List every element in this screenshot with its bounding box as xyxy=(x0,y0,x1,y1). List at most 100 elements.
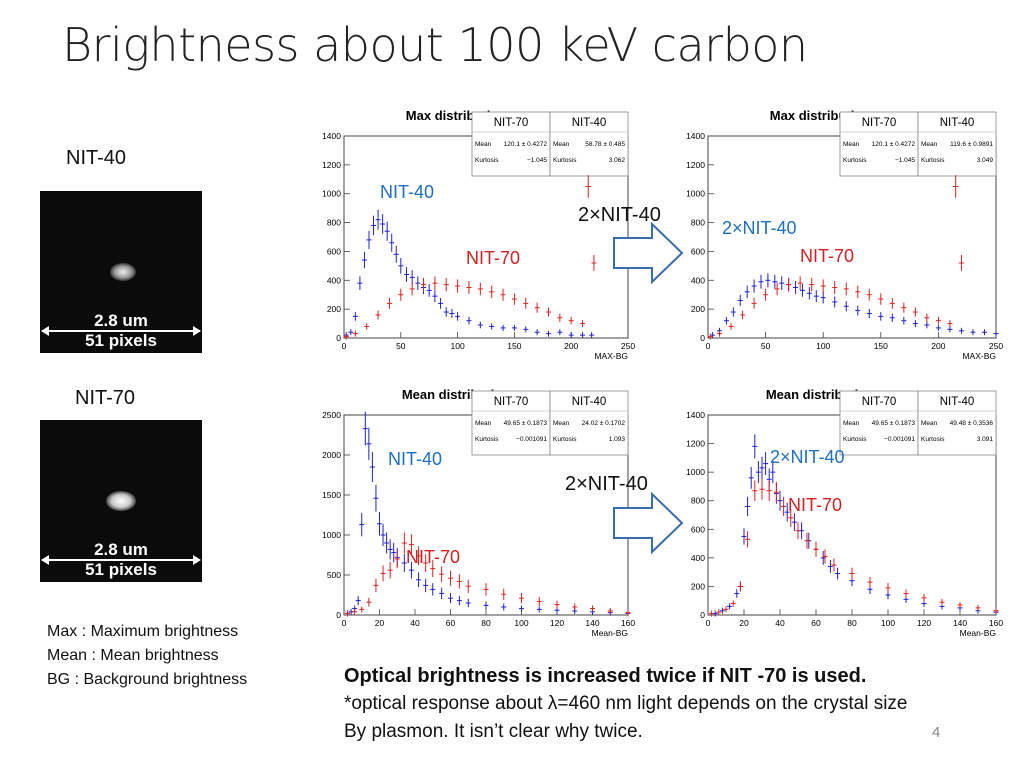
data-point xyxy=(387,539,393,560)
data-point xyxy=(536,606,542,613)
data-point xyxy=(822,549,828,564)
stats-kurtosis-value: 1.093 xyxy=(609,436,626,443)
data-point xyxy=(975,604,981,611)
conclusion-note-2: By plasmon. It isn’t clear why twice. xyxy=(344,721,643,742)
data-point xyxy=(993,607,999,614)
data-point xyxy=(361,251,367,269)
data-point xyxy=(398,258,404,274)
data-point xyxy=(759,456,765,480)
stats-box-nit-70: NIT-70 Mean 49.65 ± 0.1873 Kurtosis −0.00109… xyxy=(839,390,919,456)
data-point xyxy=(947,326,953,333)
data-point xyxy=(901,302,907,313)
data-point xyxy=(554,600,560,609)
y-tick-label: 600 xyxy=(327,246,341,256)
x-tick-label: 40 xyxy=(410,618,420,628)
data-point xyxy=(935,324,941,331)
data-point xyxy=(362,411,368,446)
x-tick-label: 0 xyxy=(342,341,347,351)
data-point xyxy=(795,522,801,540)
data-point xyxy=(448,570,453,586)
data-point xyxy=(774,282,780,296)
x-axis-label: Mean-BG xyxy=(592,628,628,638)
data-point xyxy=(345,610,351,617)
y-tick-label: 400 xyxy=(691,553,705,563)
data-point xyxy=(734,589,740,598)
data-point xyxy=(391,542,397,563)
data-point xyxy=(799,284,805,297)
y-tick-label: 500 xyxy=(327,570,341,580)
data-point xyxy=(710,332,716,339)
x-tick-label: 80 xyxy=(847,618,857,628)
data-point xyxy=(921,594,927,602)
series-nit-70 xyxy=(709,478,999,617)
stats-kurtosis-value: 3.049 xyxy=(977,157,994,164)
data-point xyxy=(448,593,453,604)
data-point xyxy=(415,276,421,290)
stats-box-nit-40: NIT-40 Mean 24.02 ± 0.1702 Kurtosis 1.093 xyxy=(549,390,629,456)
data-point xyxy=(401,532,407,554)
data-point xyxy=(432,276,438,290)
y-tick-label: 1400 xyxy=(686,131,705,141)
stats-name: NIT-70 xyxy=(494,117,529,129)
data-point xyxy=(483,601,489,610)
nit40-scale-px: 51 pixels xyxy=(85,331,157,350)
data-point xyxy=(511,324,517,331)
x-tick-label: 160 xyxy=(621,618,635,628)
stats-mean-label: Mean xyxy=(553,141,570,148)
data-point xyxy=(912,320,918,328)
data-point xyxy=(455,279,461,293)
data-point xyxy=(751,279,757,293)
data-point xyxy=(791,513,797,532)
data-point xyxy=(523,297,529,309)
data-point xyxy=(820,291,826,304)
stats-mean-value: 58.78 ± 0.485 xyxy=(585,141,625,148)
data-point xyxy=(439,587,445,600)
y-tick-label: 400 xyxy=(327,275,341,285)
x-tick-label: 100 xyxy=(514,618,528,628)
x-tick-label: 40 xyxy=(775,618,785,628)
data-point xyxy=(958,327,964,334)
x-tick-label: 20 xyxy=(739,618,749,628)
series-nit-70 xyxy=(345,532,631,617)
data-point xyxy=(770,461,776,484)
data-point xyxy=(763,452,769,475)
data-point xyxy=(393,245,399,263)
data-point xyxy=(866,308,872,319)
x-tick-label: 60 xyxy=(811,618,821,628)
annotation-nit70: NIT-70 xyxy=(800,246,854,266)
data-point xyxy=(380,214,386,234)
data-point xyxy=(813,290,819,303)
stats-box-nit-40: NIT-40 Mean 49.48 ± 0.3536 Kurtosis 3.091 xyxy=(917,390,997,456)
series-nit-40 xyxy=(343,209,595,339)
x-tick-label: 0 xyxy=(706,341,711,351)
y-tick-label: 0 xyxy=(700,333,705,343)
data-point xyxy=(384,221,390,241)
data-point xyxy=(568,332,574,339)
data-point xyxy=(809,277,815,292)
data-point xyxy=(772,274,778,289)
x-tick-label: 120 xyxy=(917,618,931,628)
data-point xyxy=(500,288,506,301)
data-point xyxy=(580,320,586,328)
x-tick-label: 50 xyxy=(396,341,406,351)
y-tick-label: 600 xyxy=(691,246,705,256)
data-point xyxy=(483,583,489,596)
x-tick-label: 100 xyxy=(451,341,465,351)
series-nit-70 xyxy=(343,175,597,340)
stats-kurtosis-value: −0.001091 xyxy=(516,436,547,443)
data-point xyxy=(727,603,733,610)
x-axis-label: Mean-BG xyxy=(960,628,996,638)
stats-kurtosis-value: 3.091 xyxy=(977,436,994,443)
data-point xyxy=(589,332,595,339)
data-point xyxy=(820,279,826,293)
data-point xyxy=(352,608,358,615)
stats-name: NIT-70 xyxy=(862,117,897,129)
abbreviation-legend: Max : Maximum brightness Mean : Mean bri… xyxy=(47,620,247,692)
data-point xyxy=(748,467,754,489)
data-point xyxy=(740,310,746,320)
data-point xyxy=(867,576,873,588)
data-point xyxy=(519,605,524,612)
data-point xyxy=(935,316,941,325)
x-tick-label: 150 xyxy=(874,341,888,351)
annotation-nit40: 2×NIT-40 xyxy=(722,218,797,238)
